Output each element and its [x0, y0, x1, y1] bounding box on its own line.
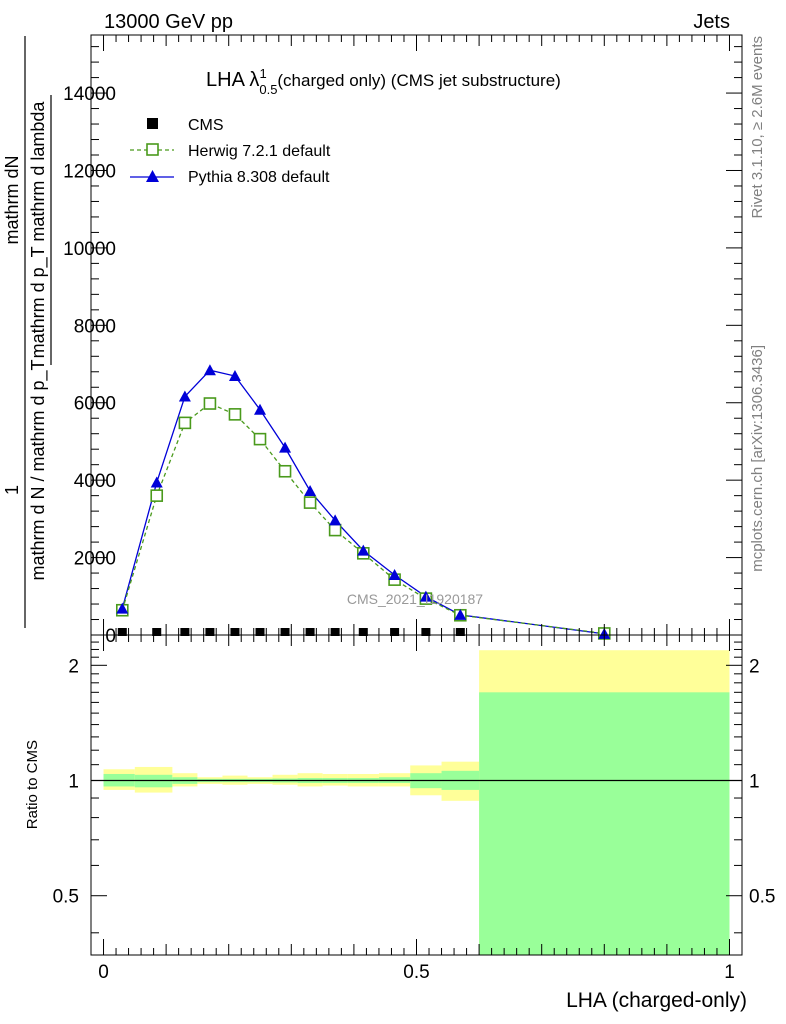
ylabel-numerator: mathrm dN	[2, 155, 22, 244]
x-axis-title: LHA (charged-only)	[566, 989, 747, 1012]
herwig-point	[203, 397, 217, 410]
chart-title-sub: 0.5	[259, 82, 277, 97]
cms-point	[152, 628, 162, 636]
mcplots-side-label: mcplots.cern.ch [arXiv:1306.3436]	[749, 345, 766, 572]
pythia-point	[254, 403, 267, 415]
y-tick-label: 4000	[74, 471, 116, 492]
herwig-point	[303, 496, 317, 509]
cms-point	[330, 628, 340, 636]
cms-point	[180, 628, 190, 636]
pythia-point	[279, 441, 292, 453]
herwig-point	[253, 432, 267, 446]
y-tick-label: 0	[105, 626, 116, 647]
chart-title-rest: (charged only) (CMS jet substructure)	[273, 71, 561, 90]
pythia-point	[178, 390, 191, 402]
main-x-axis-ticks	[103, 35, 730, 635]
ratio-band-stat	[479, 692, 730, 955]
legend-cms-label: CMS	[188, 117, 224, 134]
energy-label: 13000 GeV pp	[104, 11, 233, 33]
herwig-point	[228, 408, 242, 421]
cms-point	[205, 628, 215, 636]
cms-point	[230, 628, 240, 636]
cms-point	[305, 628, 315, 636]
pythia-point	[203, 364, 216, 376]
ylabel-denominator: mathrm d N / mathrm d p_T	[28, 359, 49, 580]
herwig-point	[328, 523, 342, 537]
pythia-point	[419, 590, 432, 602]
x-tick-label: 1	[724, 962, 735, 983]
pythia-point	[454, 608, 467, 620]
main-y-axis: 0 2000 4000 6000 8000 10000 12000 14000	[63, 46, 742, 647]
ratio-y-tick-label: 1	[68, 772, 79, 793]
pythia-point	[150, 476, 163, 488]
ratio-y-tick-label-right: 2	[749, 656, 760, 677]
cms-point	[280, 628, 290, 636]
ylabel-subdenominator: mathrm d p_T mathrm d lambda	[28, 101, 49, 359]
herwig-point	[278, 464, 292, 478]
ratio-y-axis: 0.5 0.5 1 1 2 2	[53, 641, 775, 934]
cms-point	[358, 628, 368, 636]
x-tick-label: 0	[98, 962, 109, 983]
y-tick-label: 6000	[74, 394, 116, 415]
pythia-point	[228, 370, 241, 382]
ratio-y-tick-label-right: 1	[749, 772, 760, 793]
y-tick-label: 10000	[63, 239, 116, 260]
pythia-point	[388, 569, 401, 580]
ratio-y-tick-label: 2	[68, 656, 79, 677]
watermark: CMS_2021_I1920187	[347, 591, 483, 607]
legend-pythia-label: Pythia 8.308 default	[188, 169, 330, 186]
pythia-point	[304, 485, 317, 496]
chart-title-sup: 1	[259, 66, 266, 81]
cms-point	[117, 628, 127, 636]
y-tick-label: 12000	[63, 161, 116, 182]
legend: CMS Herwig 7.2.1 default Pythia 8.308 de…	[130, 117, 331, 186]
y-tick-label: 2000	[74, 549, 116, 570]
herwig-point	[150, 489, 164, 502]
process-label: Jets	[693, 11, 730, 33]
chart-title-main: LHA λ	[206, 69, 259, 91]
cms-point	[390, 628, 400, 636]
main-y-axis-label: mathrm dN mathrm d p_T mathrm d lambda 1…	[2, 36, 52, 628]
pythia-point	[329, 514, 342, 526]
y-tick-label: 8000	[74, 316, 116, 337]
ratio-y-tick-label: 0.5	[53, 887, 79, 908]
main-panel: 0 2000 4000 6000 8000 10000 12000 14000 CMS_202…	[2, 34, 743, 647]
ratio-panel: 0.5 0.51 12 2 0 0.5 1 Ratio to CMS LHA (charg…	[24, 634, 775, 1012]
legend-cms-marker	[147, 118, 158, 129]
herwig-line	[121, 402, 605, 635]
legend-herwig-label: Herwig 7.2.1 default	[188, 143, 331, 160]
y-tick-label: 14000	[63, 84, 116, 105]
cms-point	[455, 628, 465, 636]
herwig-point	[178, 416, 192, 430]
ratio-y-label: Ratio to CMS	[24, 740, 41, 829]
rivet-side-label: Rivet 3.1.10, ≥ 2.6M events	[749, 36, 766, 219]
ratio-bands	[91, 650, 742, 955]
cms-point	[255, 628, 265, 636]
pythia-point	[116, 602, 129, 614]
pythia-point	[357, 544, 370, 556]
legend-pythia-marker	[146, 170, 159, 182]
ratio-x-axis: 0 0.5 1	[98, 635, 735, 983]
ylabel-one: 1	[2, 485, 22, 495]
cms-point	[421, 628, 431, 636]
x-tick-label: 0.5	[403, 962, 429, 983]
legend-herwig-marker	[146, 143, 159, 156]
ratio-y-tick-label-right: 0.5	[749, 887, 775, 908]
chart-title: LHA λ0.51 (charged only) (CMS jet substr…	[206, 66, 561, 97]
